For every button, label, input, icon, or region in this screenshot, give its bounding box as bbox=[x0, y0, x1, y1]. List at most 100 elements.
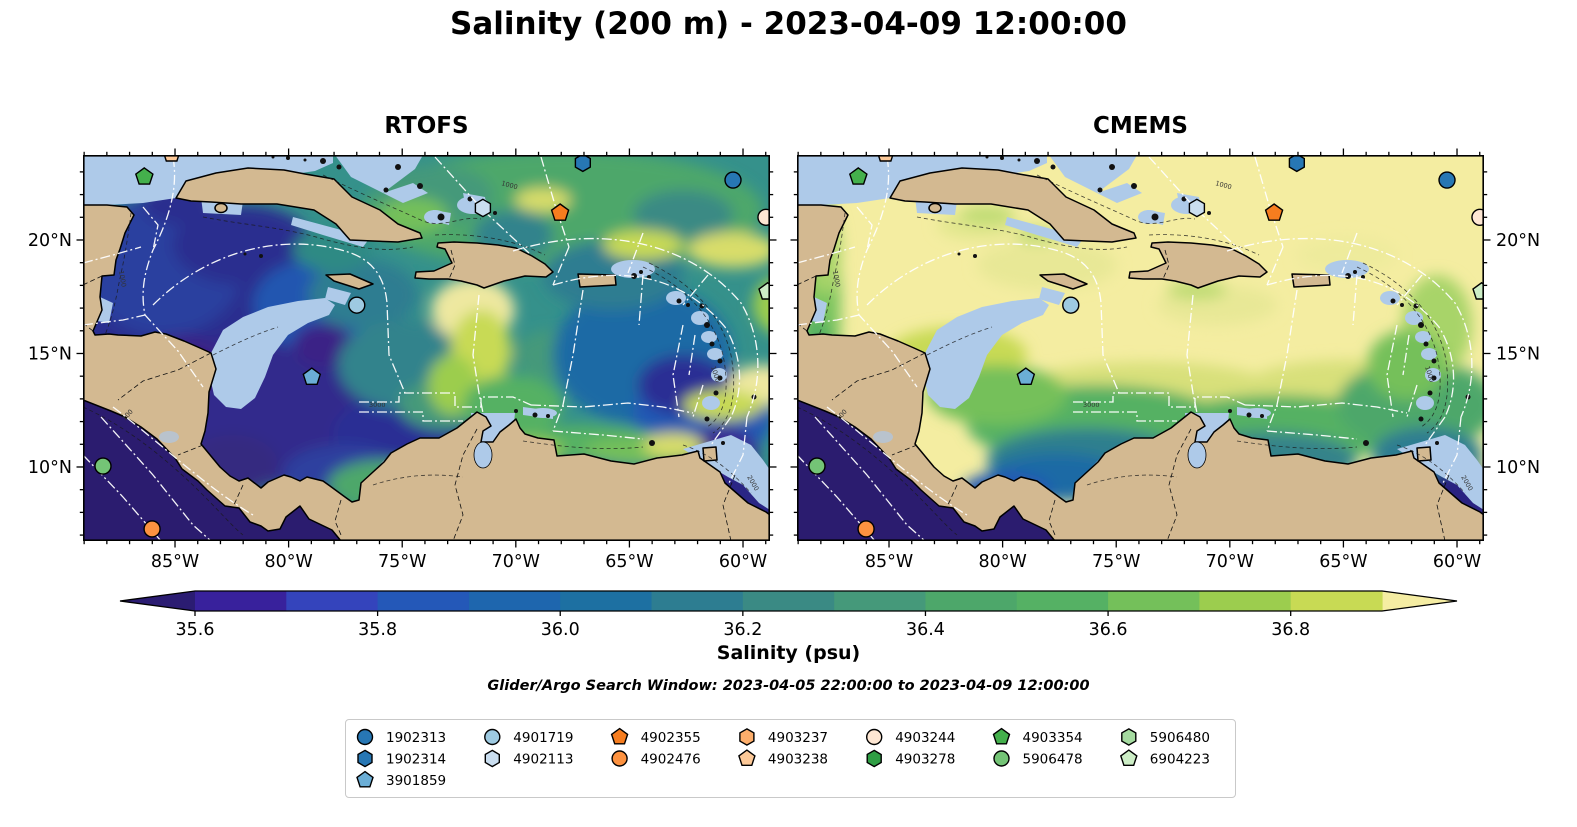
legend-label: 4902476 bbox=[641, 752, 701, 768]
lake-maracaibo bbox=[1187, 441, 1207, 469]
lon-tick-label: 65°W bbox=[1319, 552, 1367, 572]
float-marker-4903238 bbox=[877, 155, 894, 162]
colorbar-tick-label: 35.6 bbox=[176, 620, 215, 640]
colorbar-label: Salinity (psu) bbox=[716, 642, 861, 664]
lat-tick-label: 15°N bbox=[1496, 344, 1540, 364]
float-marker-4902113 bbox=[1188, 198, 1206, 218]
panel-title-cmems: CMEMS bbox=[1093, 113, 1188, 139]
lon-tick-label: 60°W bbox=[1433, 552, 1481, 572]
float-markers-layer bbox=[94, 155, 770, 538]
float-marker-1902314 bbox=[574, 155, 591, 173]
float-marker-4903244 bbox=[1471, 208, 1484, 226]
axis-ticks bbox=[790, 148, 1491, 548]
colorbar-segment bbox=[377, 591, 470, 611]
legend-label: 4903278 bbox=[895, 752, 955, 768]
colorbar-tick-label: 36.2 bbox=[723, 620, 762, 640]
colorbar-tick-label: 36.4 bbox=[906, 620, 945, 640]
search-window-subtitle: Glider/Argo Search Window: 2023-04-05 22… bbox=[487, 678, 1090, 694]
lon-tick-label: 65°W bbox=[605, 552, 653, 572]
float-marker-6904223 bbox=[1472, 281, 1484, 300]
colorbar-tick-label: 36.8 bbox=[1271, 620, 1310, 640]
legend: 1902313 1902314 3901859 4901719 4902113 49023… bbox=[345, 719, 1236, 798]
legend-label: 1902313 bbox=[386, 730, 446, 746]
legend-marker-6904223 bbox=[1119, 749, 1138, 766]
lat-tick-label: 10°N bbox=[1496, 458, 1540, 478]
float-marker-4902476 bbox=[857, 520, 875, 538]
float-marker-1902313 bbox=[1438, 171, 1456, 189]
lon-tick-label: 60°W bbox=[719, 552, 767, 572]
legend-item-4903354: 4903354 bbox=[992, 727, 1083, 746]
contour-label: 1000 bbox=[117, 270, 128, 288]
legend-item-3901859: 3901859 bbox=[356, 770, 446, 789]
colorbar-under-arrow bbox=[120, 591, 195, 611]
float-marker-4901719 bbox=[1062, 296, 1080, 314]
colorbar-segment bbox=[468, 591, 561, 611]
panel-title-rtofs: RTOFS bbox=[384, 113, 469, 139]
lat-tick-label: 15°N bbox=[28, 344, 72, 364]
legend-label: 4901719 bbox=[513, 730, 573, 746]
lon-tick-label: 75°W bbox=[378, 552, 426, 572]
legend-label: 3901859 bbox=[386, 773, 446, 789]
colorbar-segment bbox=[651, 591, 744, 611]
contour-label: 3000 bbox=[369, 401, 386, 409]
lat-tick-label: 20°N bbox=[1496, 231, 1540, 251]
colorbar-segment bbox=[1290, 591, 1383, 611]
float-marker-1902313 bbox=[724, 171, 742, 189]
colorbar-tick-label: 36.0 bbox=[541, 620, 580, 640]
small-islands-layer bbox=[957, 155, 1471, 446]
float-marker-4902355 bbox=[550, 203, 570, 221]
legend-marker-5906478 bbox=[993, 750, 1010, 767]
legend-marker-4903244 bbox=[866, 728, 883, 746]
eez-boundaries-layer bbox=[83, 156, 759, 541]
colorbar-segment bbox=[925, 591, 1018, 611]
float-marker-4903354 bbox=[848, 167, 868, 185]
legend-marker-4902355 bbox=[610, 727, 629, 745]
colorbar-segment bbox=[1108, 591, 1200, 611]
axis-ticks bbox=[76, 148, 777, 548]
legend-marker-4902113 bbox=[484, 749, 501, 768]
float-marker-3901859 bbox=[302, 367, 322, 386]
contour-label: 3000 bbox=[1083, 401, 1100, 409]
lon-tick-label: 75°W bbox=[1092, 552, 1140, 572]
colorbar-tick-label: 35.8 bbox=[358, 620, 397, 640]
legend-marker-4903278 bbox=[866, 749, 882, 768]
float-marker-4902476 bbox=[143, 520, 161, 538]
legend-item-4903238: 4903238 bbox=[738, 749, 828, 768]
legend-label: 4902355 bbox=[641, 730, 701, 746]
legend-label: 5906480 bbox=[1150, 730, 1210, 746]
legend-label: 1902314 bbox=[386, 752, 446, 768]
lon-tick-label: 80°W bbox=[264, 552, 312, 572]
land-layer bbox=[797, 167, 1484, 541]
lat-tick-label: 10°N bbox=[28, 458, 72, 478]
axis-tick-labels: 85°W 80°W 75°W 70°W 65°W 60°W 20°N 15°N 10°N bbox=[865, 231, 1540, 572]
legend-item-4903278: 4903278 bbox=[866, 749, 955, 768]
legend-marker-4903237 bbox=[739, 728, 755, 746]
land-layer bbox=[83, 167, 770, 541]
float-marker-4903238 bbox=[163, 155, 180, 162]
float-marker-5906478 bbox=[94, 457, 112, 475]
lake-nicaragua bbox=[873, 431, 893, 443]
colorbar: 35.6 35.8 36.0 36.2 36.4 36.6 36.8 bbox=[119, 590, 1458, 640]
float-marker-1902314 bbox=[1288, 155, 1305, 173]
legend-label: 4902113 bbox=[513, 752, 573, 768]
legend-marker-5906480 bbox=[1121, 728, 1137, 746]
legend-marker-4903238 bbox=[738, 749, 756, 766]
lon-tick-label: 85°W bbox=[865, 552, 913, 572]
map-frame bbox=[797, 155, 1485, 541]
colorbar-segment bbox=[1016, 591, 1109, 611]
legend-marker-4903354 bbox=[992, 727, 1011, 745]
lake-nicaragua bbox=[159, 431, 179, 443]
float-markers-layer bbox=[808, 155, 1484, 538]
legend-canvas: 1902313 1902314 3901859 4901719 4902113 49023… bbox=[356, 727, 1210, 789]
legend-item-5906480: 5906480 bbox=[1121, 728, 1210, 746]
legend-item-4901719: 4901719 bbox=[484, 728, 573, 746]
float-marker-6904223 bbox=[758, 281, 770, 300]
colorbar-segment bbox=[742, 591, 835, 611]
legend-item-1902313: 1902313 bbox=[356, 728, 446, 746]
float-marker-3901859 bbox=[1016, 367, 1036, 386]
lon-tick-label: 80°W bbox=[978, 552, 1026, 572]
float-marker-4903244 bbox=[757, 208, 770, 226]
bathymetry-contours-layer bbox=[797, 174, 1466, 536]
